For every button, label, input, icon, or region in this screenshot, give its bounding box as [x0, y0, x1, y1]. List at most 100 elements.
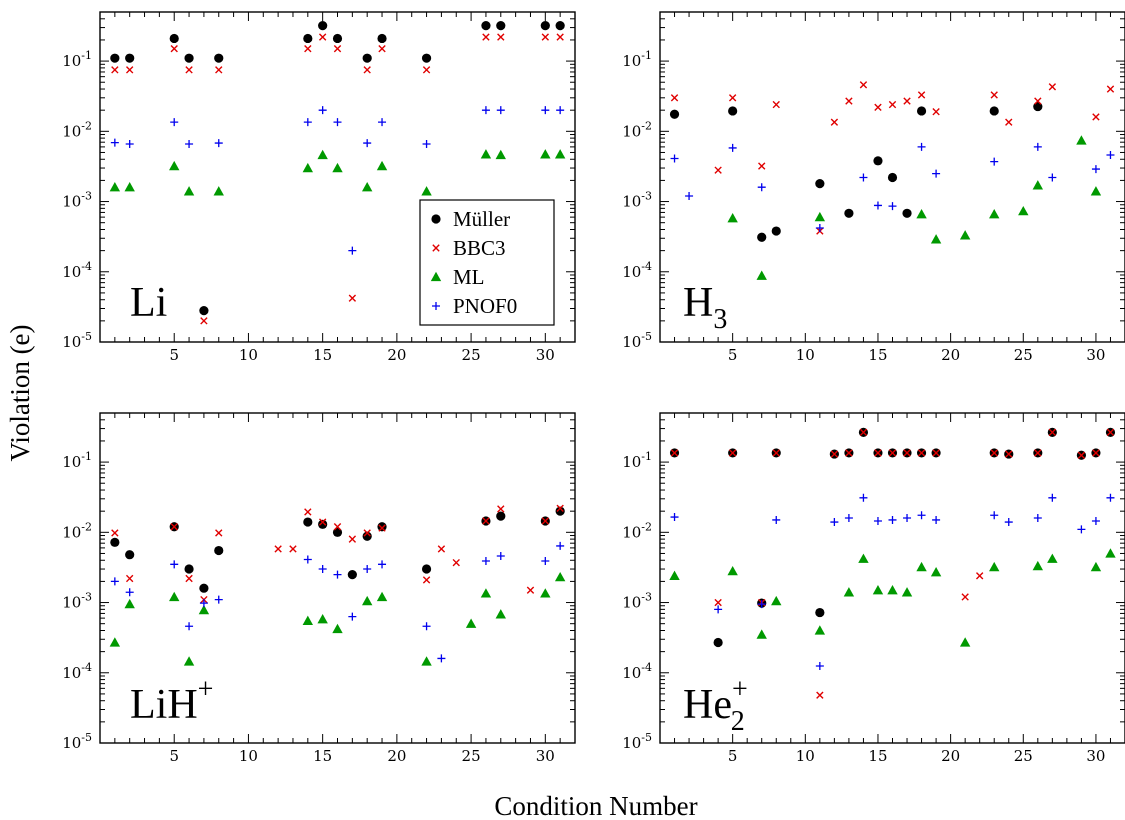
data-point — [932, 515, 941, 524]
data-point — [556, 33, 564, 41]
data-point — [124, 182, 135, 192]
data-point — [302, 615, 314, 625]
data-point — [932, 169, 941, 178]
data-point — [1090, 186, 1102, 196]
data-point — [1106, 150, 1115, 159]
y-tick-label: 10-2 — [622, 119, 652, 140]
panel-1: 5 10 15 20 25 30 10-5 10-4 10-3 10-2 10-1 Li Müller B… — [62, 11, 576, 364]
data-point — [377, 33, 387, 44]
data-point — [814, 211, 826, 222]
data-point — [214, 139, 223, 148]
data-point — [916, 561, 927, 572]
data-point — [125, 53, 135, 63]
data-point — [1077, 525, 1086, 534]
data-point — [496, 106, 505, 115]
data-point — [347, 569, 357, 580]
data-point — [183, 186, 195, 196]
data-point — [670, 449, 679, 457]
panel-2: 5 10 15 20 25 30 10-5 10-4 10-3 10-2 10-1 H3 — [622, 11, 1125, 364]
data-point — [815, 179, 825, 189]
data-point — [125, 588, 134, 597]
x-tick-label: 25 — [462, 747, 481, 765]
data-point — [317, 149, 328, 160]
data-point — [333, 45, 342, 53]
legend-entry: BBC3 — [453, 236, 506, 260]
data-point — [495, 149, 506, 160]
x-tick-label: 15 — [868, 346, 887, 364]
data-point — [830, 450, 839, 458]
data-point — [916, 209, 927, 219]
data-point — [333, 570, 342, 579]
panel-label: H3 — [683, 280, 727, 335]
legend-marker — [431, 214, 441, 224]
x-tick-label: 10 — [239, 346, 258, 364]
data-point — [170, 560, 179, 569]
panel-label: Li — [130, 280, 167, 326]
y-axis-title: Violation (e) — [5, 324, 35, 461]
data-point — [361, 595, 373, 606]
data-point — [376, 591, 388, 602]
data-point — [555, 506, 565, 516]
x-tick-label: 5 — [728, 346, 738, 364]
data-point — [1032, 560, 1044, 571]
x-tick-label: 30 — [536, 346, 555, 364]
data-point — [481, 557, 490, 566]
data-point — [495, 609, 506, 619]
data-point — [815, 224, 824, 233]
data-point — [930, 567, 942, 577]
data-point — [555, 21, 565, 31]
data-point — [348, 535, 357, 543]
data-point — [437, 545, 446, 553]
data-point — [496, 21, 506, 31]
data-point — [670, 94, 679, 102]
data-point — [199, 599, 208, 608]
data-point — [771, 226, 781, 236]
data-point — [348, 294, 357, 302]
data-point — [903, 97, 911, 105]
data-point — [728, 449, 737, 457]
data-point — [362, 53, 372, 63]
data-point — [669, 109, 680, 119]
data-point — [1018, 205, 1029, 216]
data-point — [1091, 165, 1100, 174]
data-point — [184, 53, 194, 63]
data-point — [887, 172, 898, 183]
data-point — [480, 149, 492, 159]
y-tick-label: 10-1 — [62, 450, 92, 471]
data-point — [303, 33, 313, 44]
data-point — [932, 108, 940, 116]
data-point — [333, 523, 342, 531]
series-pnof0 — [670, 142, 1115, 233]
x-tick-label: 30 — [1086, 747, 1105, 765]
data-point — [843, 587, 855, 597]
data-point — [185, 66, 193, 74]
panel-4: 5 10 15 20 25 30 10-5 10-4 10-3 10-2 10-1 He+ 2 — [622, 412, 1125, 765]
data-point — [932, 449, 940, 457]
data-point — [215, 529, 223, 537]
y-tick-label: 10-5 — [62, 731, 92, 752]
data-point — [125, 66, 134, 74]
data-point — [541, 517, 550, 525]
data-point — [830, 518, 839, 527]
x-tick-label: 30 — [1086, 346, 1105, 364]
data-point — [901, 587, 913, 597]
data-point — [169, 591, 180, 602]
x-tick-label: 10 — [239, 747, 258, 765]
data-point — [540, 21, 550, 31]
data-point — [303, 517, 313, 527]
y-tick-label: 10-4 — [62, 260, 92, 281]
data-point — [670, 513, 679, 522]
data-point — [376, 160, 388, 171]
data-point — [109, 637, 121, 647]
panel-3: 5 10 15 20 25 30 10-5 10-4 10-3 10-2 10-1 LiH+ — [62, 412, 576, 765]
data-point — [1091, 516, 1100, 525]
data-point — [888, 515, 897, 524]
data-point — [378, 118, 387, 127]
data-point — [170, 45, 178, 53]
data-point — [874, 449, 882, 457]
data-point — [185, 622, 194, 631]
data-point — [756, 629, 767, 639]
data-point — [990, 157, 999, 166]
legend: Müller BBC3 ML PNOF0 — [419, 199, 555, 326]
data-point — [1033, 513, 1042, 522]
